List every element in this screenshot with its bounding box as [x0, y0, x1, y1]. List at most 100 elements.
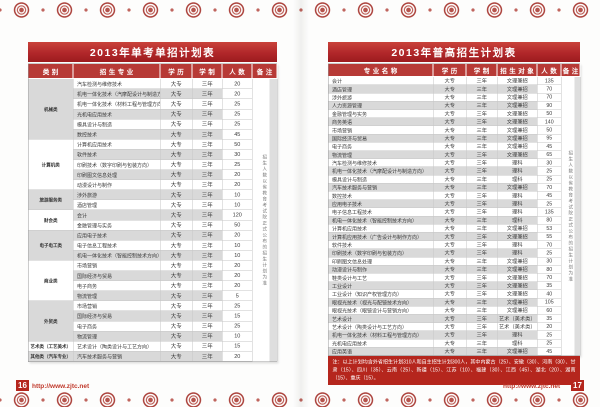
cell-duration: 三年 [466, 77, 498, 86]
cell-major: 国际经济与贸易 [73, 270, 161, 281]
cell-target: 理科 [497, 167, 538, 176]
footer-url-left: http://www.zjtc.net [32, 382, 90, 390]
cell-count: 20 [222, 79, 253, 90]
cell-duration: 三年 [192, 301, 223, 312]
cell-duration: 三年 [192, 129, 223, 140]
cell-count: 70 [537, 183, 562, 192]
cell-duration: 三年 [466, 273, 498, 282]
header-cell: 招生对象 [497, 64, 538, 77]
cell-duration: 三年 [466, 265, 498, 274]
cell-degree: 大专 [160, 129, 193, 140]
cell-major: 眼视光技术（视光与配镜技术方向） [328, 298, 434, 307]
cell-major: 物流管理 [328, 150, 434, 159]
cell-degree: 大专 [433, 85, 467, 94]
cell-target: 文理兼招 [497, 290, 538, 299]
cell-count: 30 [222, 149, 253, 160]
cell-count: 10 [222, 240, 253, 251]
header-cell: 学制 [192, 64, 223, 79]
cell-degree: 大专 [160, 89, 193, 100]
header-cell: 学制 [466, 64, 498, 77]
cell-duration: 三年 [466, 347, 498, 356]
cell-count: 25 [222, 119, 253, 130]
cell-count: 55 [537, 232, 562, 241]
cell-degree: 大专 [433, 150, 467, 159]
cell-count: 20 [222, 169, 253, 180]
cell-count: 25 [222, 301, 253, 312]
cell-count: 60 [537, 306, 562, 315]
cell-duration: 三年 [192, 179, 223, 191]
cell-duration: 三年 [466, 183, 498, 192]
cell-degree: 大专 [160, 79, 193, 90]
cell-count: 45 [537, 191, 562, 200]
admission-note: 注：以上计划均含外省招生计划310人和自主招生计划300人，其中内蒙古（25）、… [328, 356, 580, 385]
cell-target: 文理兼招 [497, 281, 538, 291]
cell-major: 印刷技术（数字印刷与包装方向） [73, 159, 161, 170]
cell-major: 动漫设计与制作 [73, 179, 161, 191]
cell-duration: 三年 [466, 191, 498, 200]
cell-degree: 大专 [433, 175, 467, 184]
cell-duration: 三年 [192, 210, 223, 221]
cell-duration: 三年 [466, 240, 498, 250]
cell-count: 25 [537, 175, 562, 184]
cell-major: 应用英语 [328, 347, 434, 356]
cell-major: 应用电子技术 [73, 230, 161, 241]
cell-degree: 大专 [433, 249, 467, 258]
cell-count: 20 [222, 179, 253, 191]
cell-major: 汽车技术服务与营销 [328, 183, 434, 192]
category-cell: 计算机类 [28, 139, 74, 191]
cell-duration: 三年 [192, 270, 223, 281]
cell-count: 135 [537, 77, 562, 86]
cell-major: 机电一体化技术（材料工程与管理方向） [328, 331, 434, 340]
category-cell: 机械类 [28, 79, 74, 140]
cell-major: 酒店管理 [328, 85, 434, 94]
cell-duration: 三年 [466, 142, 498, 151]
cell-count: 70 [537, 93, 562, 102]
cell-duration: 三年 [466, 339, 498, 348]
cell-target: 文理兼招 [497, 93, 538, 102]
cell-count: 10 [222, 200, 253, 211]
cell-count: 50 [537, 109, 562, 118]
cell-degree: 大专 [160, 311, 193, 322]
cell-target: 理科 [497, 240, 538, 250]
cell-duration: 三年 [466, 290, 498, 299]
cell-major: 计算机应用技术（广告设计与制作方向） [328, 232, 434, 241]
ornament-border-bottom-icon [0, 392, 600, 407]
cell-target: 理科 [497, 158, 538, 168]
cell-count: 50 [537, 126, 562, 135]
cell-degree: 大专 [160, 200, 193, 211]
cell-duration: 三年 [192, 311, 223, 322]
cell-major: 动漫设计与制作 [328, 265, 434, 274]
cell-major: 会计 [73, 210, 161, 221]
cell-major: 商务英语 [328, 117, 434, 127]
cell-target: 文理兼招 [497, 142, 538, 151]
cell-duration: 三年 [192, 260, 223, 271]
cell-duration: 三年 [192, 290, 223, 302]
category-cell: 财会类 [28, 210, 74, 231]
cell-degree: 大专 [433, 224, 467, 233]
cell-major: 印刷图文信息处理 [73, 169, 161, 180]
cell-degree: 大专 [160, 341, 193, 352]
cell-degree: 大专 [433, 290, 467, 299]
regular-admission-plan-table: 2013年普高招生计划表 专业名称 学历 学制 招生对象 人数 备注 会计 大专 三年 文理兼招 1… [328, 42, 581, 357]
cell-degree: 大专 [433, 183, 467, 192]
cell-target: 文理兼招 [497, 101, 538, 110]
cell-major: 酒店管理 [73, 200, 161, 211]
cell-major: 市场营销 [73, 260, 161, 271]
header-cell: 学历 [433, 64, 467, 77]
cell-target: 理科 [497, 175, 538, 184]
cell-target: 文理兼招 [497, 306, 538, 315]
cell-duration: 三年 [192, 230, 223, 241]
cell-degree: 大专 [160, 119, 193, 130]
cell-count: 20 [222, 351, 253, 362]
cell-count: 10 [222, 190, 253, 201]
header-cell: 招生专业 [73, 64, 161, 79]
cell-duration: 三年 [466, 85, 498, 94]
cell-duration: 三年 [466, 150, 498, 159]
cell-major: 光机电应用技术 [73, 109, 161, 120]
cell-duration: 三年 [466, 158, 498, 168]
cell-count: 25 [222, 99, 253, 110]
cell-duration: 三年 [192, 341, 223, 352]
cell-degree: 大专 [160, 159, 193, 170]
cell-degree: 大专 [160, 230, 193, 241]
